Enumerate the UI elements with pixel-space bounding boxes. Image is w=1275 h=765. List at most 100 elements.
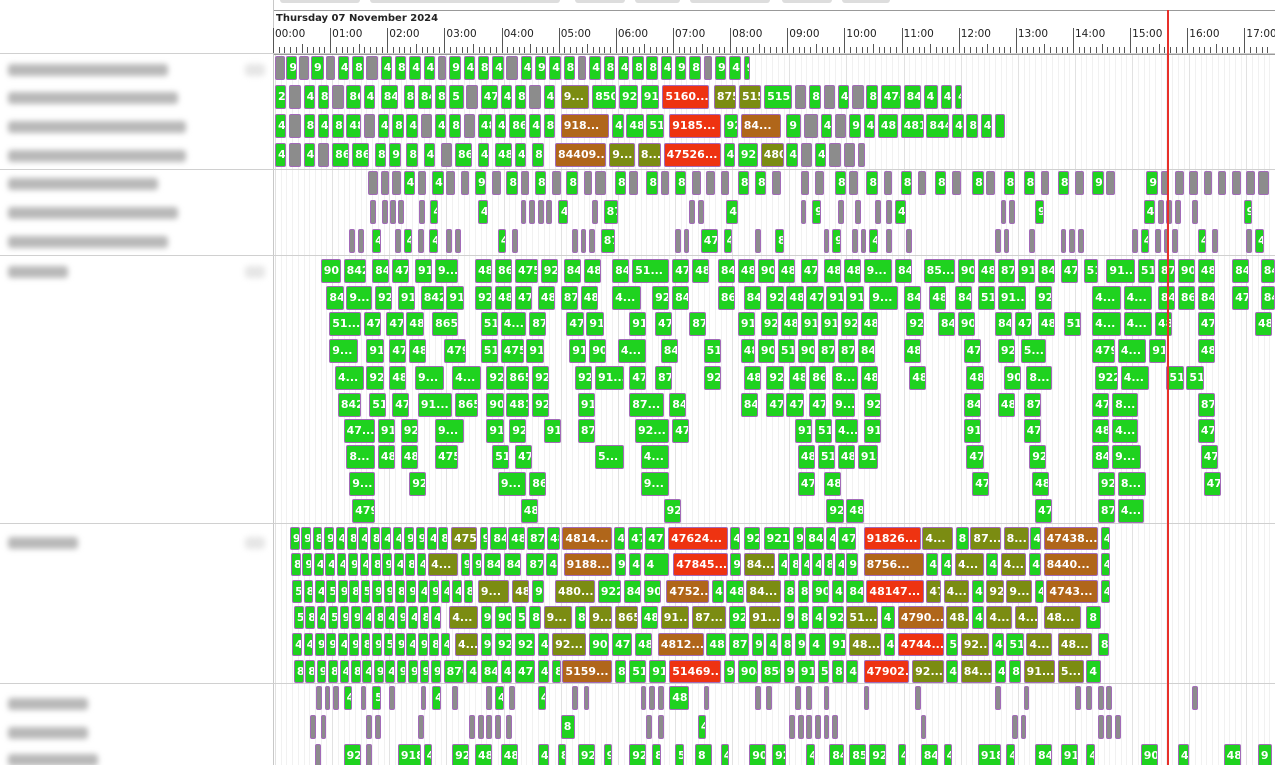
task-block[interactable]: 84 (903, 85, 921, 109)
task-block[interactable]: 8 (1086, 606, 1101, 629)
task-block[interactable]: 4 (316, 606, 327, 629)
task-block[interactable]: 87 (1197, 393, 1215, 417)
task-block[interactable]: 47 (766, 393, 784, 417)
task-block[interactable] (1075, 171, 1084, 195)
task-block[interactable]: 8 (797, 606, 810, 629)
task-block[interactable] (915, 686, 921, 710)
task-block[interactable]: 479 (443, 339, 467, 363)
task-block[interactable]: 48 (860, 366, 878, 390)
task-block[interactable]: 47 (972, 472, 990, 496)
task-block[interactable]: 4 (537, 744, 550, 765)
task-block[interactable]: 48 (740, 339, 755, 363)
task-block[interactable]: 4 (275, 143, 287, 167)
task-block[interactable]: 5 (372, 686, 381, 710)
task-block[interactable] (363, 114, 375, 138)
task-block[interactable]: 904 (737, 660, 758, 683)
task-block[interactable]: 4... (1123, 312, 1153, 336)
task-block[interactable] (689, 200, 695, 224)
task-block[interactable]: 842 (337, 393, 361, 417)
task-block[interactable]: 5... (595, 445, 624, 469)
task-block[interactable]: 4 (466, 660, 478, 683)
task-block[interactable]: 51... (632, 259, 670, 283)
task-block[interactable]: 48... (849, 633, 881, 656)
task-block[interactable]: 515 (739, 85, 761, 109)
task-block[interactable]: 84 (480, 660, 498, 683)
task-block[interactable] (766, 686, 773, 710)
task-block[interactable]: 4 (940, 553, 953, 576)
task-block[interactable]: 84 (669, 393, 687, 417)
task-block[interactable]: 4 (806, 744, 815, 765)
task-block[interactable]: 4 (416, 553, 427, 576)
task-block[interactable]: 91 (829, 633, 847, 656)
task-block[interactable]: 4 (358, 527, 369, 550)
task-block[interactable] (1257, 171, 1270, 195)
task-block[interactable]: 51 (1006, 633, 1024, 656)
task-block[interactable]: 84 (717, 259, 735, 283)
task-block[interactable] (1132, 229, 1138, 253)
task-block[interactable]: 92 (629, 744, 647, 765)
task-block[interactable]: 8 (375, 143, 387, 167)
task-block[interactable]: 48 (537, 286, 555, 310)
task-block[interactable]: 8 (405, 553, 415, 576)
task-block[interactable]: 4 (726, 200, 738, 224)
task-block[interactable]: 9 (743, 56, 751, 80)
task-block[interactable]: 48 (997, 393, 1015, 417)
task-block[interactable]: 4 (1143, 200, 1155, 224)
task-block[interactable]: 47 (800, 259, 818, 283)
task-block[interactable] (529, 200, 535, 224)
task-block[interactable]: 84 (1197, 286, 1215, 310)
task-block[interactable]: 9 (793, 527, 804, 550)
task-block[interactable]: 47 (966, 445, 984, 469)
task-block[interactable]: 9185... (669, 114, 721, 138)
task-block[interactable] (289, 114, 301, 138)
task-block[interactable] (466, 85, 478, 109)
task-block[interactable]: 8 (689, 56, 701, 80)
task-block[interactable]: 476 (515, 660, 535, 683)
task-block[interactable]: 91 (640, 85, 659, 109)
task-block[interactable]: 87 (560, 286, 578, 310)
task-block[interactable]: 51 (1137, 259, 1155, 283)
task-block[interactable]: 904 (957, 312, 975, 336)
task-block[interactable]: 48... (946, 606, 970, 629)
task-block[interactable] (832, 715, 838, 739)
task-block[interactable]: 48 (777, 259, 795, 283)
task-block[interactable]: 8 (312, 527, 323, 550)
task-block[interactable]: 84 (805, 527, 824, 550)
task-block[interactable]: 4 (495, 114, 507, 138)
task-block[interactable]: 48 (786, 286, 804, 310)
task-block[interactable] (320, 715, 327, 739)
task-block[interactable]: 84 (963, 393, 981, 417)
task-block[interactable]: 51 (646, 114, 664, 138)
task-block[interactable]: 4752... (666, 580, 710, 603)
task-block[interactable]: 90 (1003, 366, 1021, 390)
task-block[interactable]: 4 (303, 85, 315, 109)
task-block[interactable]: 4 (385, 660, 395, 683)
task-block[interactable]: 4 (712, 580, 724, 603)
task-block[interactable]: 4 (1100, 580, 1111, 603)
task-block[interactable]: 48 (789, 366, 807, 390)
task-block[interactable]: 51... (846, 606, 878, 629)
task-block[interactable] (815, 715, 821, 739)
task-block[interactable]: 86 (809, 366, 827, 390)
task-block[interactable]: 4 (362, 606, 373, 629)
task-block[interactable] (389, 686, 395, 710)
task-block[interactable]: 9... (346, 286, 373, 310)
task-block[interactable]: 8 (775, 229, 784, 253)
task-block[interactable]: 51 (1186, 366, 1204, 390)
task-block[interactable]: 4 (617, 56, 630, 80)
task-block[interactable]: 4 (1100, 527, 1111, 550)
task-block[interactable]: 844 (926, 114, 950, 138)
task-block[interactable]: 9 (404, 527, 414, 550)
task-block[interactable] (1086, 686, 1093, 710)
task-block[interactable]: 85... (923, 259, 955, 283)
task-block[interactable]: 918 (1017, 259, 1035, 283)
task-block[interactable]: 475 (435, 445, 458, 469)
task-block[interactable]: 92 (486, 366, 504, 390)
task-block[interactable]: 9 (479, 527, 489, 550)
task-block[interactable]: 9 (417, 633, 428, 656)
task-block[interactable]: 92 (737, 143, 758, 167)
task-block[interactable]: 4 (325, 553, 335, 576)
task-block[interactable]: 47... (343, 419, 375, 443)
task-block[interactable]: 9 (373, 660, 384, 683)
task-block[interactable]: 9... (863, 259, 893, 283)
